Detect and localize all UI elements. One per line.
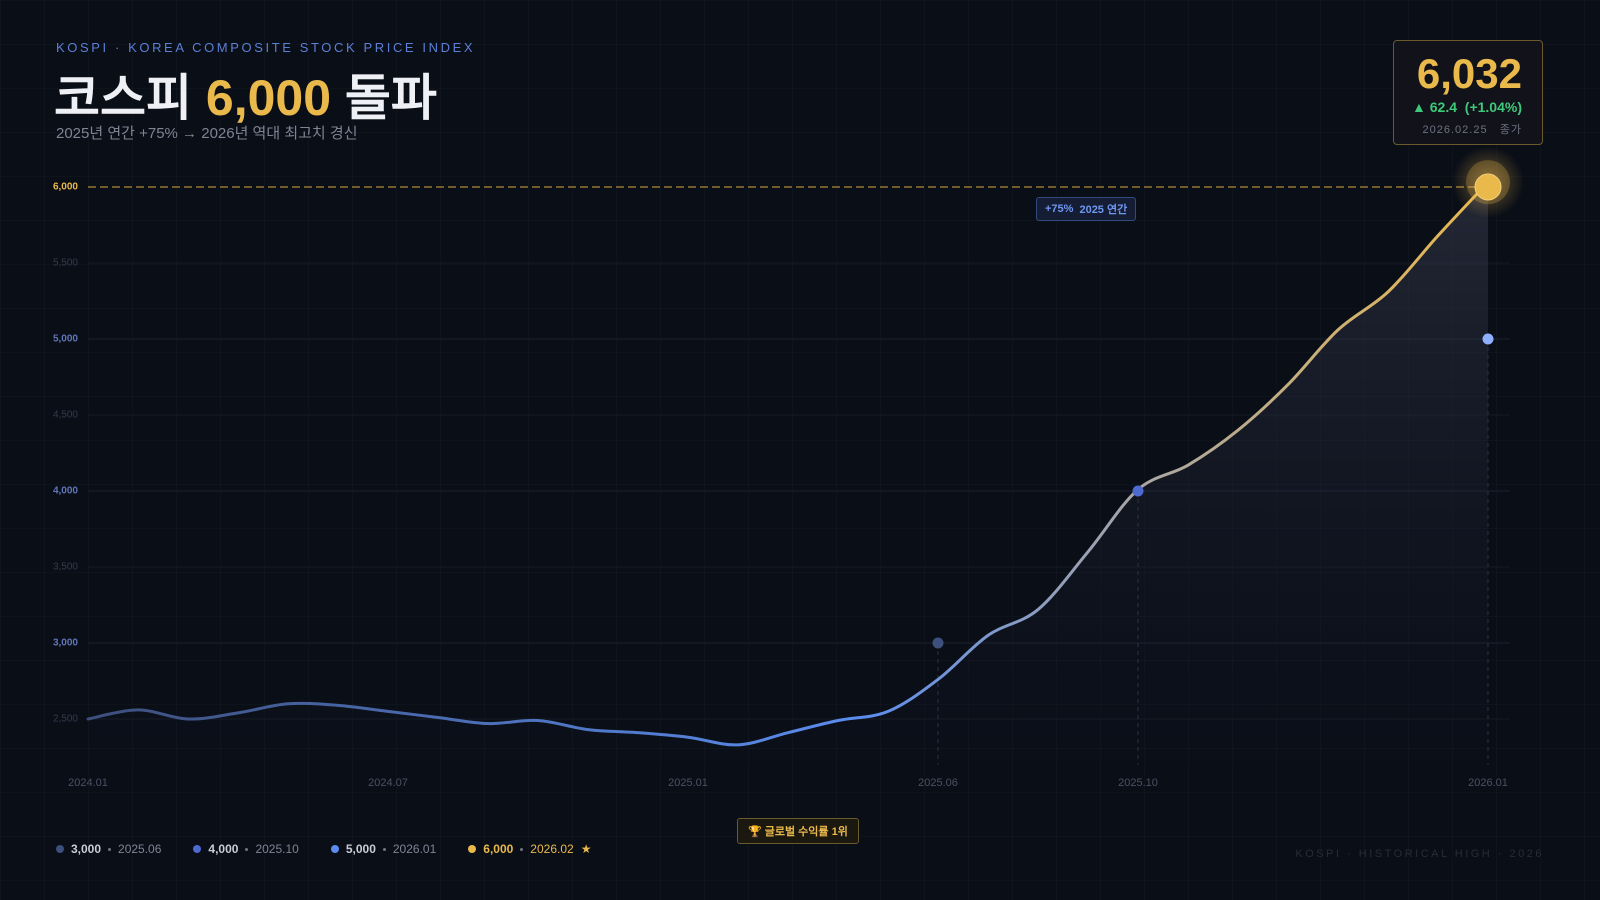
note: 종가 xyxy=(1499,124,1522,136)
legend-value: 3,000 xyxy=(71,842,102,856)
title-highlight: 6,000 xyxy=(205,70,332,126)
legend-value: 4,000 xyxy=(208,842,239,856)
milestone-marker xyxy=(1482,333,1494,345)
legend-date: 2025.10 xyxy=(255,842,299,856)
date: 2026.02.25 xyxy=(1422,124,1488,136)
change: ▲ 62.4 xyxy=(1412,99,1458,115)
legend-dot xyxy=(468,845,477,853)
legend-sep xyxy=(520,847,524,851)
legend-dot xyxy=(56,845,64,853)
price-date: 2026.02.25 종가 xyxy=(1394,121,1522,137)
badge: 🏆 글로벌 수익률 1위 xyxy=(737,818,859,844)
y-tick-label: 2,500 xyxy=(53,714,78,725)
annotation-label: 2025 연간 xyxy=(1079,204,1128,216)
y-tick-label: 3,500 xyxy=(53,562,78,573)
x-tick-label: 2025.01 xyxy=(668,777,708,789)
legend-date: 2026.01 xyxy=(392,842,437,856)
legend-value: 6,000 xyxy=(483,842,514,856)
milestone-marker xyxy=(932,637,944,649)
price-change: ▲ 62.4 (+1.04%) xyxy=(1394,99,1522,115)
x-tick-label: 2025.06 xyxy=(918,777,958,789)
legend-dot xyxy=(330,845,339,853)
legend-date: 2025.06 xyxy=(118,842,162,856)
annotation-pct: +75% xyxy=(1045,203,1074,215)
y-tick-label: 5,500 xyxy=(53,258,78,269)
legend-item: 6,000 2026.02 ★ xyxy=(468,842,591,856)
legend: 3,000 2025.06 4,000 2025.10 5,000 2026.01 6,00… xyxy=(56,842,591,856)
milestone-marker xyxy=(1132,485,1144,497)
eyebrow: KOSPI · KOREA COMPOSITE STOCK PRICE INDE… xyxy=(56,40,476,55)
legend-sep xyxy=(245,847,249,851)
x-tick-label: 2024.01 xyxy=(68,777,108,789)
area xyxy=(88,182,1488,765)
annotation: +75% 2025 연간 xyxy=(1036,197,1137,221)
title: 코스피 6,000 돌파 xyxy=(54,58,437,130)
legend-date: 2026.02 xyxy=(530,842,574,856)
title-pre: 코스피 xyxy=(54,70,206,126)
y-tick-label: 6,000 xyxy=(53,182,78,193)
legend-dot xyxy=(193,845,202,853)
legend-sep xyxy=(108,847,112,851)
legend-sep xyxy=(382,847,386,851)
legend-item: 5,000 2026.01 xyxy=(330,842,437,856)
x-tick-label: 2024.07 xyxy=(368,777,408,789)
legend-value: 5,000 xyxy=(345,842,376,856)
price: 6,032 xyxy=(1416,50,1522,97)
y-tick-label: 4,500 xyxy=(53,410,78,421)
footer: KOSPI · HISTORICAL HIGH · 2026 xyxy=(1295,848,1544,860)
legend-item: 3,000 2025.06 xyxy=(56,842,161,856)
x-tick-label: 2026.01 xyxy=(1468,777,1508,789)
legend-item: 4,000 2025.10 xyxy=(193,842,299,856)
title-post: 돌파 xyxy=(331,70,437,126)
legend-star: ★ xyxy=(580,842,592,856)
subtitle: 2025년 연간 +75% → 2026년 역대 최고치 경신 xyxy=(56,125,358,142)
y-tick-label: 3,000 xyxy=(53,638,78,649)
price-box: 6,032 ▲ 62.4 (+1.04%) 2026.02.25 종가 xyxy=(1393,40,1543,145)
y-tick-label: 4,000 xyxy=(53,486,78,497)
x-tick-label: 2025.10 xyxy=(1118,777,1158,789)
change-pct: (+1.04%) xyxy=(1464,99,1522,115)
milestone-marker xyxy=(1474,173,1502,201)
line xyxy=(86,180,1490,747)
y-tick-label: 5,000 xyxy=(53,334,78,345)
